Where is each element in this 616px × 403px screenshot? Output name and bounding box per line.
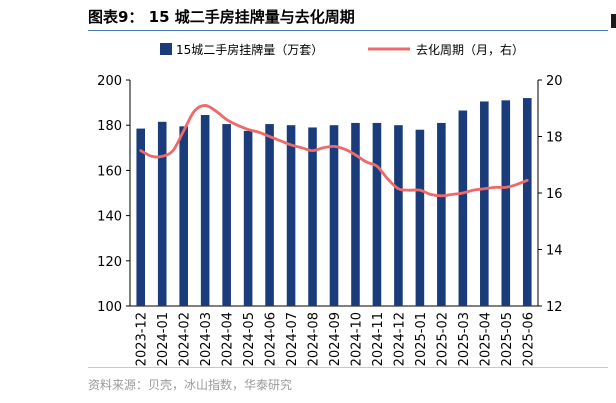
bar [329,125,339,306]
bar [415,129,425,306]
source-rule [88,367,608,368]
x-tick-label: 2025-01 [414,312,429,366]
left-tick-label: 180 [97,119,122,134]
x-tick-label: 2024-08 [307,312,322,366]
title-rule [88,30,608,31]
left-tick-label: 200 [97,74,122,89]
legend-label-line: 去化周期（月，右） [416,42,524,57]
x-tick-label: 2024-12 [392,312,407,366]
right-axis: 12 14 16 18 20 [538,74,563,315]
x-tick-label: 2024-05 [242,312,257,366]
figure-title: 图表9： 15 城二手房挂牌量与去化周期 [88,8,355,26]
bar [351,122,360,306]
x-tick-label: 2025-06 [521,312,536,366]
x-tick-label: 2024-04 [221,312,236,366]
x-tick-label: 2024-09 [328,312,343,366]
bar [157,121,167,306]
bar [200,115,210,306]
bar [501,100,511,306]
bar [265,124,274,306]
x-tick-label: 2025-02 [435,312,450,366]
left-tick-label: 100 [97,300,122,315]
legend: 15城二手房挂牌量（万套） 去化周期（月，右） [160,42,524,57]
bar [372,122,382,306]
right-tick-label: 12 [546,300,563,315]
bar [394,125,403,306]
edge-mark [611,14,616,28]
left-tick-label: 140 [97,210,122,225]
bar-series [136,98,532,307]
bar [480,101,489,306]
x-tick-label: 2024-03 [199,312,214,366]
bar [308,127,317,307]
bar [437,122,446,306]
right-tick-label: 14 [546,244,563,259]
bar [522,98,532,306]
legend-label-bar: 15城二手房挂牌量（万套） [176,42,323,57]
x-tick-label: 2025-04 [478,312,493,366]
x-tick-label: 2025-03 [457,312,472,366]
left-tick-label: 120 [97,255,122,270]
x-axis: 2023-12 2024-01 2024-02 2024-03 2024-04 2024-… [135,312,537,366]
right-tick-label: 18 [546,131,563,146]
line-series [139,104,529,198]
line-path [139,104,529,198]
x-tick-label: 2024-07 [285,312,300,366]
x-tick-label: 2024-11 [371,312,386,366]
x-tick-label: 2024-02 [178,312,193,366]
x-tick-label: 2025-05 [500,312,515,366]
legend-swatch-bar [160,43,172,55]
x-tick-label: 2024-10 [349,312,364,366]
bar [179,126,188,306]
x-tick-label: 2023-12 [135,312,150,366]
bar [222,124,231,306]
bar [136,128,146,306]
bar [286,125,296,306]
x-tick-label: 2024-06 [264,312,279,366]
right-tick-label: 20 [546,74,563,89]
right-tick-label: 16 [546,187,563,202]
source-note: 资料来源：贝壳，冰山指数，华泰研究 [88,378,293,392]
x-tick-label: 2024-01 [156,312,171,366]
left-tick-label: 160 [97,164,122,179]
bar [458,110,468,306]
left-axis: 100 120 140 160 180 200 [97,74,130,315]
bar [243,130,253,306]
